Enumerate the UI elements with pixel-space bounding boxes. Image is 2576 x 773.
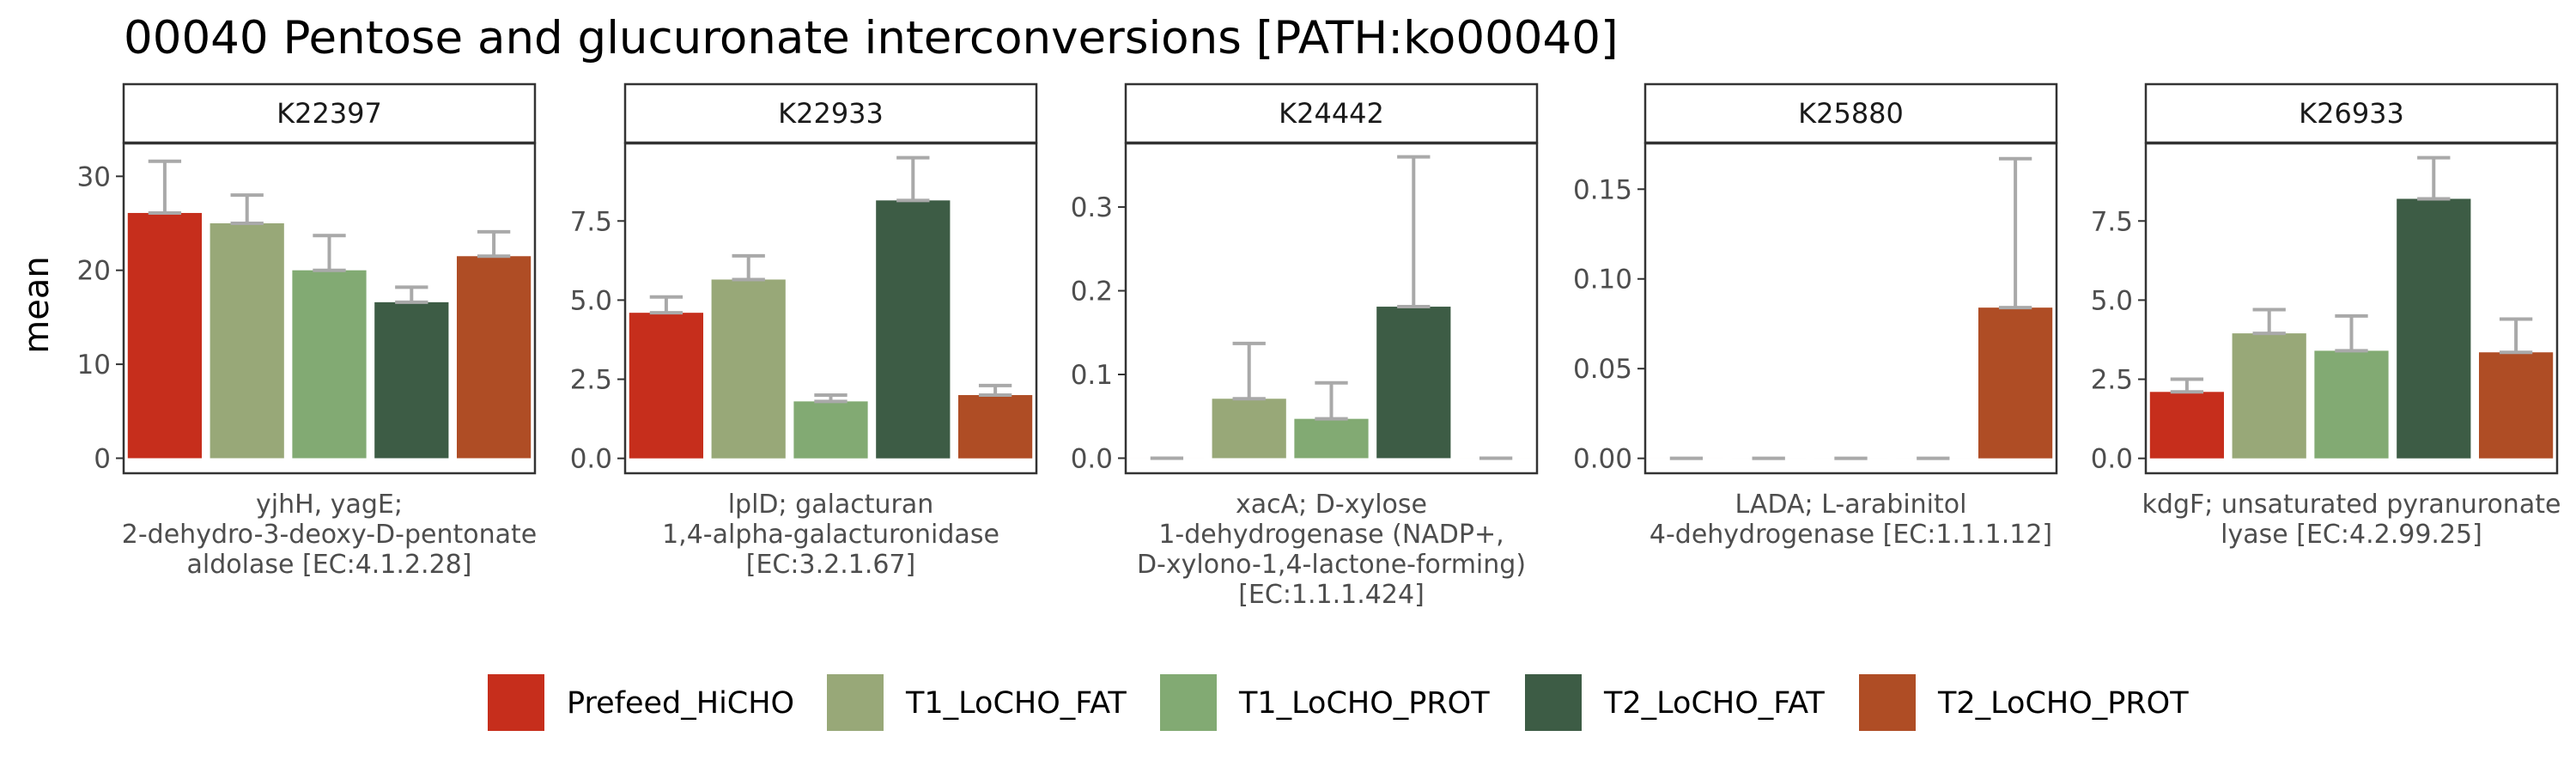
- legend-label: T2_LoCHO_FAT: [1603, 686, 1825, 721]
- facet-strip-label: K26933: [2299, 97, 2404, 130]
- y-tick-label: 0.05: [1573, 354, 1632, 385]
- category-label-line: yjhH, yagE;: [256, 490, 403, 520]
- facet-panel: K24442 0.0 0.1 0.2 0.3 xacA; D-xylose 1-dehydr…: [1071, 82, 1539, 610]
- category-label-line: D-xylono-1,4-lactone-forming): [1137, 550, 1526, 580]
- panel-border: [122, 142, 537, 475]
- category-label: xacA; D-xylose 1-dehydrogenase (NADP+, D-x…: [1137, 490, 1526, 610]
- legend-swatch: [827, 674, 884, 731]
- facet-panel: K26933 0.0 2.5 5.0 7.5 kdgF; unsaturated pyra…: [2091, 82, 2561, 550]
- legend-swatch: [488, 674, 544, 731]
- facet-strip-label: K22933: [778, 97, 884, 130]
- chart-title: 00040 Pentose and glucuronate interconve…: [124, 12, 1619, 64]
- y-tick-label: 0.0: [1071, 443, 1113, 474]
- facet-strip: [2144, 82, 2559, 144]
- facet-strip: [122, 82, 537, 144]
- panel-border: [1124, 142, 1539, 475]
- legend-label: T1_LoCHO_FAT: [905, 686, 1127, 721]
- bar: [1294, 418, 1369, 459]
- y-tick-label: 0.0: [2091, 444, 2133, 475]
- category-label: kdgF; unsaturated pyranuronate lyase [EC:…: [2142, 490, 2561, 550]
- y-tick-label: 0.0: [570, 444, 612, 475]
- bar: [2478, 352, 2554, 459]
- category-label-line: [EC:3.2.1.67]: [746, 550, 915, 580]
- bar: [292, 270, 367, 459]
- category-label-line: lyase [EC:4.2.99.25]: [2221, 520, 2482, 550]
- y-tick-label: 30: [77, 161, 111, 192]
- y-tick-label: 0.2: [1071, 277, 1113, 307]
- category-label-line: aldolase [EC:4.1.2.28]: [187, 550, 472, 580]
- category-label-line: 1,4-alpha-galacturonidase: [662, 520, 999, 550]
- bar: [2314, 350, 2389, 459]
- legend-label: Prefeed_HiCHO: [567, 686, 794, 721]
- category-label-line: 2-dehydro-3-deoxy-D-pentonate: [122, 520, 537, 550]
- y-tick-label: 0.1: [1071, 360, 1113, 391]
- legend-label: T1_LoCHO_PROT: [1238, 686, 1490, 721]
- legend-label: T2_LoCHO_PROT: [1937, 686, 2189, 721]
- bar: [374, 301, 449, 459]
- facet-strip-label: K22397: [276, 97, 382, 130]
- facet-panel: K25880 0.00 0.05 0.10 0.15 LADA; L-arabinitol…: [1573, 82, 2058, 550]
- bar: [2232, 333, 2306, 459]
- category-label: yjhH, yagE; 2-dehydro-3-deoxy-D-pentonate…: [122, 490, 537, 580]
- facet-strip-label: K24442: [1279, 97, 1384, 130]
- category-label-line: xacA; D-xylose: [1236, 490, 1427, 520]
- panel-border: [623, 142, 1038, 475]
- panel-border: [2144, 142, 2559, 475]
- bar: [2149, 392, 2225, 459]
- y-tick-label: 0.3: [1071, 192, 1113, 223]
- facet-strip: [1643, 82, 2058, 144]
- y-tick-label: 5.0: [2091, 285, 2133, 316]
- category-label-line: 4-dehydrogenase [EC:1.1.1.12]: [1649, 520, 2052, 550]
- y-tick-label: 2.5: [2091, 365, 2133, 396]
- facet-strip-label: K25880: [1798, 97, 1904, 130]
- y-tick-label: 0.00: [1573, 444, 1632, 475]
- bar: [2397, 198, 2471, 459]
- bar: [1376, 307, 1451, 459]
- category-label-line: [EC:1.1.1.424]: [1238, 580, 1425, 610]
- bar: [793, 401, 868, 459]
- facet-panel: K22933 0.0 2.5 5.0 7.5 lplD; galacturan 1,4-al…: [570, 82, 1038, 580]
- y-tick-label: 2.5: [570, 365, 612, 396]
- category-label-line: lplD; galacturan: [728, 490, 934, 520]
- facet-strip: [1124, 82, 1539, 144]
- y-axis-label: mean: [17, 256, 57, 353]
- bar: [629, 313, 704, 459]
- facet-panel: K22397 0 10 20 30 yjhH, yagE; 2-dehydro-3-deox…: [77, 82, 537, 580]
- y-tick-label: 0: [94, 443, 111, 474]
- y-tick-label: 7.5: [2091, 206, 2133, 237]
- category-label-line: LADA; L-arabinitol: [1735, 490, 1967, 520]
- bar: [456, 256, 532, 459]
- y-tick-label: 5.0: [570, 285, 612, 316]
- y-tick-label: 0.10: [1573, 265, 1632, 295]
- category-label-line: 1-dehydrogenase (NADP+,: [1158, 520, 1504, 550]
- bar: [876, 200, 951, 459]
- legend-swatch: [1859, 674, 1916, 731]
- bar: [957, 394, 1033, 459]
- legend-swatch: [1525, 674, 1582, 731]
- category-label-line: kdgF; unsaturated pyranuronate: [2142, 490, 2561, 520]
- legend-swatch: [1160, 674, 1217, 731]
- y-tick-label: 10: [77, 350, 111, 380]
- legend: Prefeed_HiCHO T1_LoCHO_FAT T1_LoCHO_PROT T2…: [488, 674, 2189, 731]
- bar: [1978, 307, 2053, 459]
- bar: [711, 279, 786, 459]
- y-tick-label: 0.15: [1573, 174, 1632, 205]
- y-tick-label: 20: [77, 256, 111, 287]
- bar: [210, 222, 284, 459]
- category-label: LADA; L-arabinitol 4-dehydrogenase [EC:1.…: [1649, 490, 2052, 550]
- category-label: lplD; galacturan 1,4-alpha-galacturonidas…: [662, 490, 999, 580]
- bar: [1212, 399, 1286, 459]
- panel-border: [1643, 142, 2058, 475]
- y-tick-label: 7.5: [570, 206, 612, 237]
- bar: [127, 212, 203, 459]
